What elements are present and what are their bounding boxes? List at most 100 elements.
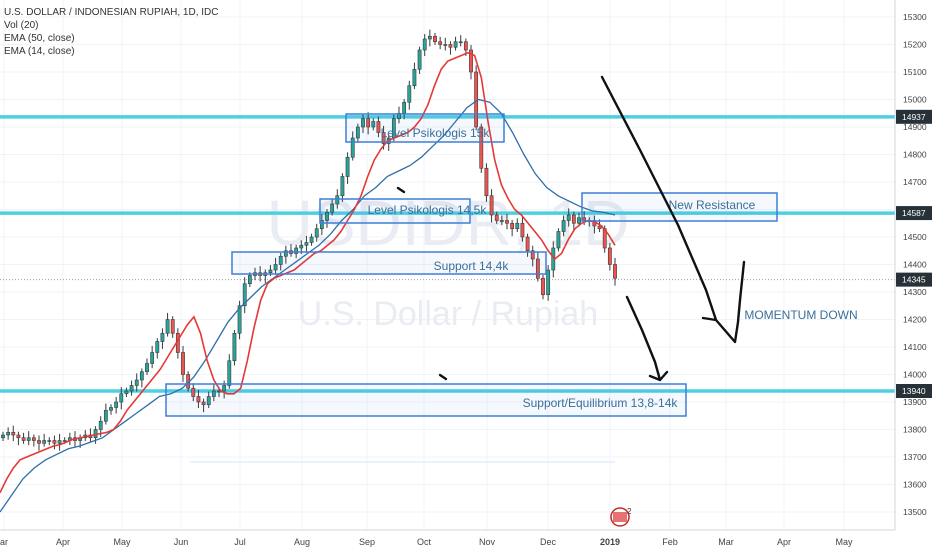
candle-body xyxy=(541,277,545,296)
candle-body xyxy=(433,35,437,43)
candle-body xyxy=(57,440,62,444)
time-tick-label: May xyxy=(835,537,853,547)
time-tick-label: Apr xyxy=(777,537,791,547)
candle-body xyxy=(165,319,170,334)
candle-body xyxy=(515,222,520,230)
legend-vol[interactable]: Vol (20) xyxy=(4,20,39,31)
annotation-box xyxy=(345,113,505,143)
candle-body xyxy=(546,269,551,296)
candle-body xyxy=(309,236,314,243)
candle-body xyxy=(98,420,103,430)
price-tick-label: 15000 xyxy=(903,95,927,105)
candle-body xyxy=(376,121,381,133)
annotation-box xyxy=(581,192,778,222)
price-badge xyxy=(896,272,932,287)
candle-body xyxy=(155,341,160,353)
price-tick-label: 13700 xyxy=(903,452,927,462)
candle-body xyxy=(535,258,540,279)
candle-body xyxy=(340,176,345,197)
price-tick-label: 14100 xyxy=(903,342,927,352)
candle-body xyxy=(577,217,581,224)
candle-body xyxy=(26,437,31,441)
time-tick-label: Nov xyxy=(479,537,496,547)
time-tick-label: Jun xyxy=(174,537,189,547)
ema14-line xyxy=(0,51,616,494)
candle-body xyxy=(361,118,365,128)
candle-body xyxy=(31,437,36,441)
price-tick-label: 14800 xyxy=(903,150,927,160)
candle-body xyxy=(613,264,617,279)
candle-body xyxy=(232,332,237,362)
price-axis: 13500 13600 13700 13800 13900 14000 14100 14200… xyxy=(894,0,932,530)
candle-body xyxy=(402,101,407,114)
candle-body xyxy=(1,434,5,439)
annotation-box xyxy=(165,383,687,417)
candle-body xyxy=(170,319,175,334)
horizontal-levels xyxy=(0,115,895,463)
candle-body xyxy=(16,434,21,439)
candle-body xyxy=(335,195,340,205)
candle-body xyxy=(525,236,530,252)
legend-ema50[interactable]: EMA (50, close) xyxy=(4,33,75,44)
tick-mark-drawing xyxy=(438,373,448,381)
candle-body xyxy=(319,220,324,230)
candle-body xyxy=(530,250,535,260)
candle-body xyxy=(206,396,211,406)
time-tick-label: Sep xyxy=(359,537,375,547)
chart-legend: U.S. DOLLAR / INDONESIAN RUPIAH, 1D, IDC… xyxy=(4,6,219,58)
candle-body xyxy=(350,137,355,158)
price-tick-label: 14400 xyxy=(903,260,927,270)
candle-body xyxy=(211,390,216,397)
candle-body xyxy=(314,228,319,238)
price-tick-label: 13600 xyxy=(903,480,927,490)
candle-body xyxy=(294,247,299,254)
price-badge-label: 13940 xyxy=(902,386,926,396)
price-tick-label: 14700 xyxy=(903,177,927,187)
candle-body xyxy=(366,118,371,128)
candle-body xyxy=(381,132,386,144)
price-tick-label: 14300 xyxy=(903,287,927,297)
candle-body xyxy=(37,440,41,444)
candle-body xyxy=(438,41,443,45)
freehand-drawings: 2 xyxy=(396,75,746,527)
annotation-box-label: Level Psikologis 14,5k xyxy=(368,203,488,217)
ema50-line xyxy=(0,98,616,513)
candle-body xyxy=(463,41,468,51)
candle-body xyxy=(566,214,571,221)
annotation-box-label: New Resistance xyxy=(669,198,756,212)
candle-body xyxy=(247,275,252,285)
candle-body xyxy=(443,44,448,46)
candle-body xyxy=(484,167,489,197)
candle-body xyxy=(227,360,232,386)
candle-body xyxy=(458,41,463,44)
annotation-box xyxy=(231,251,547,275)
time-tick-label: Dec xyxy=(540,537,557,547)
candle-body xyxy=(520,222,525,238)
candle-body xyxy=(597,225,602,230)
tick-mark-drawing xyxy=(396,186,406,194)
price-tick-label: 14200 xyxy=(903,315,927,325)
candle-body xyxy=(556,231,561,249)
candle-body xyxy=(355,126,360,139)
price-tick-label: 13800 xyxy=(903,425,927,435)
price-tick-label: 13900 xyxy=(903,397,927,407)
flag-icon-stripes xyxy=(613,512,627,522)
candle-body xyxy=(345,156,350,177)
candle-body xyxy=(196,396,201,403)
candle-body xyxy=(479,126,484,169)
candle-body xyxy=(283,250,288,257)
ema-lines xyxy=(0,51,616,513)
candle-body xyxy=(371,121,376,128)
candle-body xyxy=(453,41,458,48)
candle-body xyxy=(150,352,155,364)
candle-body xyxy=(129,385,134,392)
time-tick-label: Aug xyxy=(294,537,310,547)
candle-body xyxy=(273,264,278,271)
candle-body xyxy=(124,390,129,395)
candle-body xyxy=(422,38,427,51)
legend-ema14[interactable]: EMA (14, close) xyxy=(4,46,75,57)
time-tick-label: Feb xyxy=(662,537,678,547)
candle-body xyxy=(11,431,16,436)
candle-body xyxy=(299,244,304,249)
